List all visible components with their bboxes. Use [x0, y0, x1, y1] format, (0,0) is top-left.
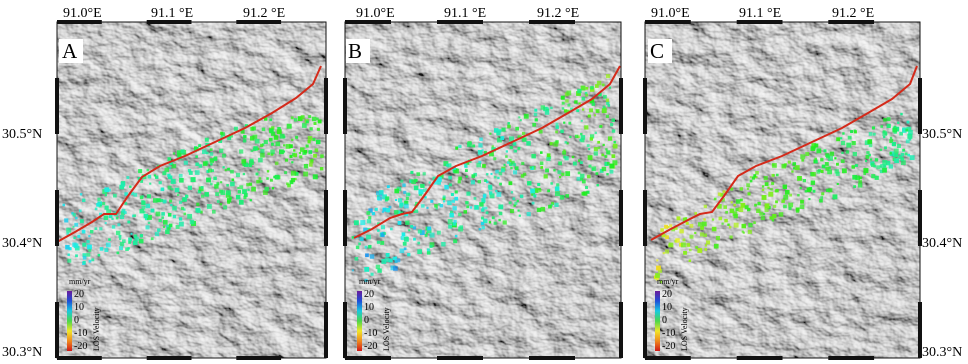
colorbar-tick-label: -20	[364, 341, 377, 352]
panel-label-box	[59, 39, 83, 63]
colorbar-title: LOS Velocity	[382, 307, 391, 351]
map-frame-ticks	[343, 20, 623, 360]
colorbar-ramp	[357, 291, 362, 351]
colorbar-ramp	[67, 291, 72, 351]
colorbar-unit: mm/yr	[657, 277, 679, 286]
colorbar-tick-label: 0	[364, 315, 369, 326]
lon-label: 91.2 °E	[832, 6, 874, 21]
lon-label: 91.0°E	[651, 6, 690, 21]
lat-label: 30.3°N	[2, 345, 42, 360]
map-panel-a: A mm/yr 20 10 0 -10 -20 LOS Velocity	[55, 20, 328, 360]
fault-trace	[56, 65, 322, 243]
colorbar-unit: mm/yr	[69, 277, 91, 286]
lat-label: 30.4°N	[2, 236, 42, 251]
colorbar-tick-label: 10	[662, 302, 672, 313]
colorbar-tick-label: -10	[74, 328, 87, 339]
colorbar-tick-label: -20	[662, 341, 675, 352]
fault-trace	[353, 65, 621, 239]
colorbar-tick-label: 20	[662, 289, 672, 300]
colorbar: mm/yr 20 10 0 -10 -20 LOS Velocity	[357, 277, 391, 352]
lon-label: 91.0°E	[356, 6, 395, 21]
colorbar-tick-label: 0	[74, 315, 79, 326]
map-frame-ticks	[55, 20, 328, 360]
fault-trace	[650, 65, 918, 241]
lat-label: 30.4°N	[922, 236, 962, 251]
map-panel-c: C mm/yr 20 10 0 -10 -20 LOS Velocity	[643, 20, 922, 360]
map-panel-b: B mm/yr 20 10 0 -10 -20 LOS Velocity	[343, 20, 623, 360]
panel-label-box	[346, 39, 370, 63]
colorbar-tick-label: 10	[74, 302, 84, 313]
colorbar-title: LOS Velocity	[680, 307, 689, 351]
latitude-labels: 30.5°N 30.4°N 30.3°N 30.5°N 30.4°N 30.3°…	[2, 127, 962, 360]
longitude-labels: 91.0°E 91.1 °E 91.2 °E 91.0°E 91.1 °E 91…	[63, 6, 874, 21]
colorbar-tick-label: 0	[662, 315, 667, 326]
lon-label: 91.2 °E	[243, 6, 285, 21]
lon-label: 91.1 °E	[739, 6, 781, 21]
insar-velocity-swath	[62, 115, 324, 265]
colorbar-tick-label: -10	[364, 328, 377, 339]
lon-label: 91.0°E	[63, 6, 102, 21]
panel-label: B	[348, 39, 362, 63]
lat-label: 30.3°N	[922, 345, 962, 360]
panel-label: A	[62, 39, 78, 63]
colorbar-tick-label: 20	[74, 289, 84, 300]
panel-label: C	[650, 39, 664, 63]
insar-velocity-swath	[653, 112, 915, 284]
colorbar-tick-label: 20	[364, 289, 374, 300]
colorbar-title: LOS Velocity	[92, 307, 101, 351]
insar-velocity-swath	[351, 74, 618, 282]
lat-label: 30.5°N	[922, 127, 962, 142]
colorbar-tick-label: 10	[364, 302, 374, 313]
colorbar-ramp	[655, 291, 660, 351]
colorbar-tick-label: -10	[662, 328, 675, 339]
colorbar: mm/yr 20 10 0 -10 -20 LOS Velocity	[67, 277, 101, 352]
lon-label: 91.1 °E	[444, 6, 486, 21]
lon-label: 91.2 °E	[537, 6, 579, 21]
map-frame-ticks	[643, 20, 922, 360]
lon-label: 91.1 °E	[151, 6, 193, 21]
lat-label: 30.5°N	[2, 127, 42, 142]
colorbar: mm/yr 20 10 0 -10 -20 LOS Velocity	[655, 277, 689, 352]
colorbar-unit: mm/yr	[359, 277, 381, 286]
colorbar-tick-label: -20	[74, 341, 87, 352]
panel-label-box	[648, 39, 672, 63]
